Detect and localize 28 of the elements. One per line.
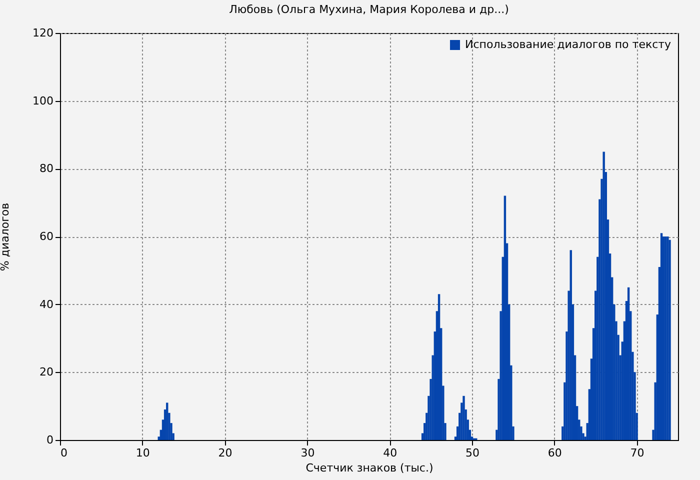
bar bbox=[668, 240, 671, 440]
y-tick-label: 80 bbox=[40, 162, 54, 176]
bar bbox=[627, 287, 630, 440]
x-tick-label: 70 bbox=[630, 446, 644, 460]
x-tick-label: 20 bbox=[218, 446, 232, 460]
bar bbox=[438, 294, 440, 440]
y-tick-label: 120 bbox=[32, 26, 54, 40]
bar bbox=[666, 236, 669, 440]
bar bbox=[462, 396, 465, 440]
bar bbox=[570, 250, 572, 440]
y-axis-title: % диалогов bbox=[0, 202, 12, 272]
bar bbox=[660, 233, 663, 440]
x-tick-label: 60 bbox=[548, 446, 562, 460]
x-tick-label: 40 bbox=[383, 446, 398, 460]
y-tick-label: 20 bbox=[40, 366, 54, 379]
x-tick-label: 30 bbox=[300, 446, 315, 460]
x-tick-label: 0 bbox=[60, 446, 68, 460]
chart-title: Любовь (Ольга Мухина, Мария Королева и др...) bbox=[229, 3, 509, 16]
bar bbox=[504, 196, 506, 440]
y-tick-label: 0 bbox=[46, 434, 54, 446]
bar bbox=[166, 402, 168, 440]
y-tick-label: 60 bbox=[40, 230, 54, 243]
x-axis-title: Счетчик знаков (тыс.) bbox=[306, 462, 434, 474]
legend-label: Использование диалогов по тексту bbox=[465, 38, 672, 51]
y-tick-label: 40 bbox=[40, 298, 54, 311]
x-tick-label: 50 bbox=[466, 446, 480, 460]
x-tick-label: 10 bbox=[136, 446, 150, 460]
y-tick-label: 100 bbox=[32, 94, 54, 108]
